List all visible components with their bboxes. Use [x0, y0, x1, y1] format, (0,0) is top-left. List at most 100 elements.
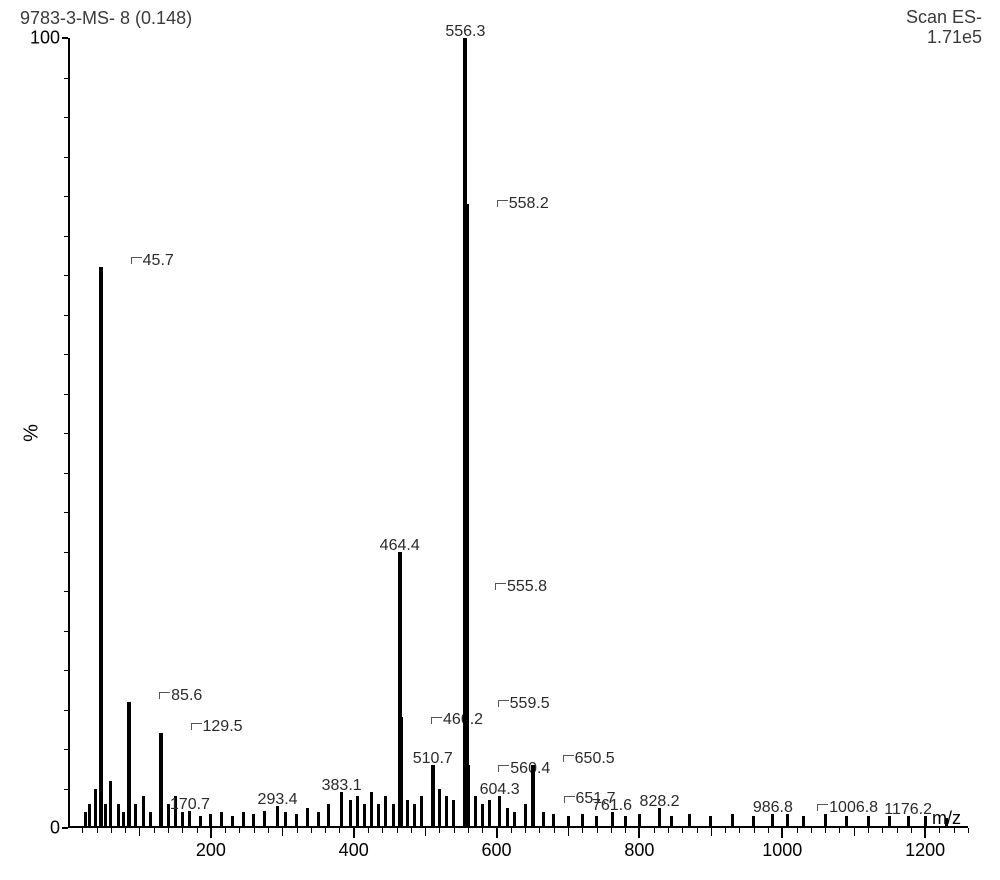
y-minor-tick: [64, 394, 68, 395]
noise-peak: [581, 814, 584, 828]
x-minor-tick: [125, 828, 126, 833]
noise-peak: [488, 800, 491, 828]
x-minor-tick: [268, 828, 269, 833]
noise-peak: [824, 814, 827, 828]
peak-label: 604.3: [480, 782, 520, 798]
noise-peak: [481, 804, 484, 828]
peak-label: 761.6: [592, 798, 632, 814]
noise-peak: [94, 789, 97, 829]
x-minor-tick: [625, 828, 626, 833]
noise-peak: [363, 804, 366, 828]
noise-peak: [624, 816, 627, 828]
xtick-label: 600: [482, 840, 512, 861]
noise-peak: [384, 796, 387, 828]
x-minor-tick: [468, 828, 469, 833]
x-minor-tick: [154, 828, 155, 833]
xtick-mark: [496, 828, 498, 838]
labeled-peak: [340, 792, 343, 828]
x-minor-tick: [582, 828, 583, 833]
xtick-label: 400: [339, 840, 369, 861]
x-minor-tick: [339, 828, 340, 833]
xtick-mark: [781, 828, 783, 838]
noise-peak: [688, 814, 691, 828]
x-minor-tick: [254, 828, 255, 833]
y-axis-label: %: [21, 424, 44, 442]
peak-label: 170.7: [170, 797, 210, 813]
noise-peak: [104, 804, 107, 828]
x-axis: [68, 826, 968, 828]
y-minor-tick: [64, 512, 68, 513]
y-minor-tick: [64, 710, 68, 711]
y-axis: [68, 38, 70, 828]
y-minor-tick: [64, 78, 68, 79]
x-minor-tick: [311, 828, 312, 833]
noise-peak: [317, 812, 320, 828]
y-minor-tick: [64, 670, 68, 671]
xtick-label: 1200: [905, 840, 945, 861]
labeled-peak: [611, 812, 614, 828]
peak-label: 558.2: [497, 196, 549, 212]
noise-peak: [731, 814, 734, 828]
x-minor-tick: [711, 828, 712, 836]
noise-peak: [752, 816, 755, 828]
x-minor-tick: [868, 828, 869, 833]
noise-peak: [638, 814, 641, 828]
noise-peak: [181, 812, 184, 828]
noise-peak: [84, 812, 87, 828]
x-minor-tick: [225, 828, 226, 833]
noise-peak: [252, 814, 255, 828]
chart-container: 9783-3-MS- 8 (0.148) Scan ES- 1.71e5 010…: [0, 0, 1000, 880]
noise-peak: [349, 800, 352, 828]
x-minor-tick: [182, 828, 183, 833]
noise-peak: [413, 804, 416, 828]
x-minor-tick: [411, 828, 412, 833]
peak-label: 129.5: [191, 719, 243, 735]
x-minor-tick: [854, 828, 855, 836]
x-minor-tick: [668, 828, 669, 833]
y-minor-tick: [64, 236, 68, 237]
x-minor-tick: [539, 828, 540, 833]
peak-label: 464.4: [380, 538, 420, 554]
labeled-peak: [658, 808, 661, 828]
noise-peak: [117, 804, 120, 828]
y-minor-tick: [64, 552, 68, 553]
noise-peak: [513, 812, 516, 828]
noise-peak: [670, 816, 673, 828]
noise-peak: [452, 800, 455, 828]
peak-label: 383.1: [322, 778, 362, 794]
noise-peak: [445, 796, 448, 828]
x-minor-tick: [454, 828, 455, 833]
noise-peak: [142, 796, 145, 828]
y-minor-tick: [64, 196, 68, 197]
x-minor-tick: [611, 828, 612, 833]
noise-peak: [231, 816, 234, 828]
x-minor-tick: [197, 828, 198, 833]
noise-peak: [845, 816, 848, 828]
noise-peak: [392, 804, 395, 828]
noise-peak: [542, 812, 545, 828]
xtick-mark: [638, 828, 640, 838]
x-minor-tick: [554, 828, 555, 833]
x-minor-tick: [511, 828, 512, 833]
noise-peak: [506, 808, 509, 828]
noise-peak: [242, 812, 245, 828]
peak-label: 650.5: [563, 751, 615, 767]
x-minor-tick: [754, 828, 755, 833]
x-minor-tick: [239, 828, 240, 833]
peak-label: 559.5: [498, 696, 550, 712]
x-minor-tick: [139, 828, 140, 836]
xtick-mark: [924, 828, 926, 838]
noise-peak: [867, 816, 870, 828]
x-minor-tick: [382, 828, 383, 833]
plot-area: 0100%20040060080010001200m/z45.785.6129.…: [68, 38, 968, 828]
peak-label: 828.2: [640, 794, 680, 810]
noise-peak: [552, 814, 555, 828]
x-minor-tick: [739, 828, 740, 833]
x-minor-tick: [897, 828, 898, 833]
ytick-label: 0: [24, 818, 60, 839]
ytick-mark: [62, 37, 68, 39]
x-minor-tick: [297, 828, 298, 833]
labeled-peak: [188, 811, 191, 828]
noise-peak: [263, 811, 266, 828]
x-minor-tick: [797, 828, 798, 833]
